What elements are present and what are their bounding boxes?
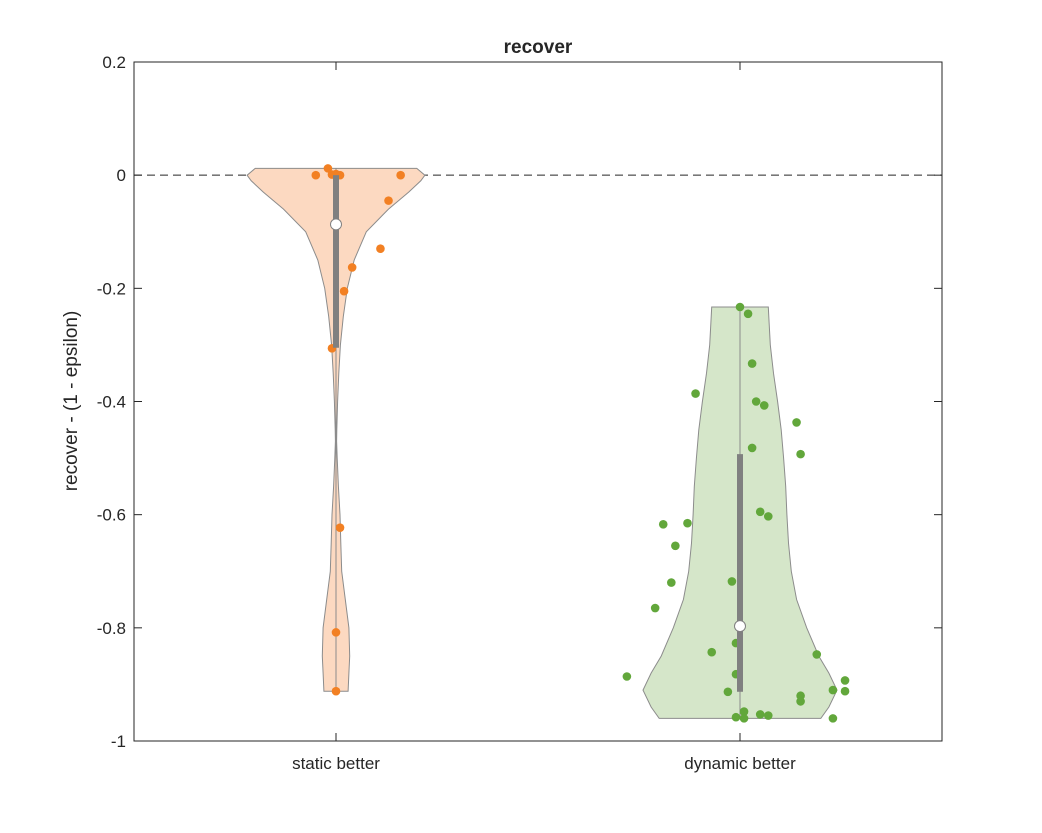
data-point-dynamic-better [747,359,757,368]
data-point-dynamic-better [731,712,741,722]
data-point-static-better [339,286,349,296]
data-point-dynamic-better [723,687,733,697]
violin-iqr-box-dynamic-better [737,454,743,692]
y-tick-label: 0.2 [102,53,126,72]
data-point-dynamic-better [691,389,700,398]
data-point-dynamic-better [751,397,761,406]
data-point-static-better [323,164,333,173]
y-axis-title: recover - (1 - epsilon) [61,311,82,492]
data-point-dynamic-better [658,519,668,529]
data-point-dynamic-better [667,578,676,587]
data-point-dynamic-better [727,577,737,586]
y-tick-label: 0 [117,166,126,185]
data-point-dynamic-better [812,650,822,659]
data-point-dynamic-better [739,707,749,716]
plot-frame [133,61,943,742]
data-point-dynamic-better [763,711,773,720]
y-tick-label: -1 [111,732,126,751]
data-point-static-better [384,196,393,205]
violin-median-static-better [330,218,342,231]
data-point-dynamic-better [840,676,850,685]
data-point-dynamic-better [739,714,749,723]
data-point-dynamic-better [796,697,805,706]
data-point-dynamic-better [763,512,773,521]
x-tick-label: static better [292,754,380,773]
y-tick-label: -0.6 [97,506,126,525]
data-point-dynamic-better [755,710,765,719]
data-point-dynamic-better [707,647,717,657]
data-point-dynamic-better [840,686,850,696]
data-point-dynamic-better [650,603,660,613]
y-tick-label: -0.2 [97,279,126,298]
data-point-dynamic-better [735,302,745,312]
data-point-dynamic-better [683,518,692,528]
data-point-static-better [331,628,341,637]
plot-area [134,164,942,723]
y-tick-label: -0.8 [97,619,126,638]
x-tick-label: dynamic better [684,754,796,773]
data-point-static-better [376,244,385,254]
data-point-dynamic-better [759,401,769,410]
data-point-dynamic-better [671,541,680,551]
data-point-dynamic-better [622,672,632,681]
data-point-dynamic-better [828,685,838,695]
data-point-dynamic-better [755,507,765,517]
data-point-static-better [335,523,345,532]
data-point-static-better [311,170,321,180]
axis-ticks: 0.2 0 -0.2 -0.4 -0.6 -0.8 -1 static better dynam… [97,53,942,773]
data-point-dynamic-better [828,714,838,723]
data-point-dynamic-better [796,449,805,459]
data-point-static-better [347,263,357,272]
violin-static-better [246,164,426,696]
data-point-dynamic-better [743,309,753,319]
data-point-dynamic-better [747,443,757,453]
violin-dynamic-better [622,302,850,723]
chart-title: recover [504,37,573,58]
violin-median-dynamic-better [734,620,746,633]
data-point-static-better [331,686,341,696]
y-tick-label: -0.4 [97,393,126,412]
data-point-static-better [396,170,405,180]
data-point-dynamic-better [792,418,801,427]
violin-iqr-box-static-better [333,175,339,348]
